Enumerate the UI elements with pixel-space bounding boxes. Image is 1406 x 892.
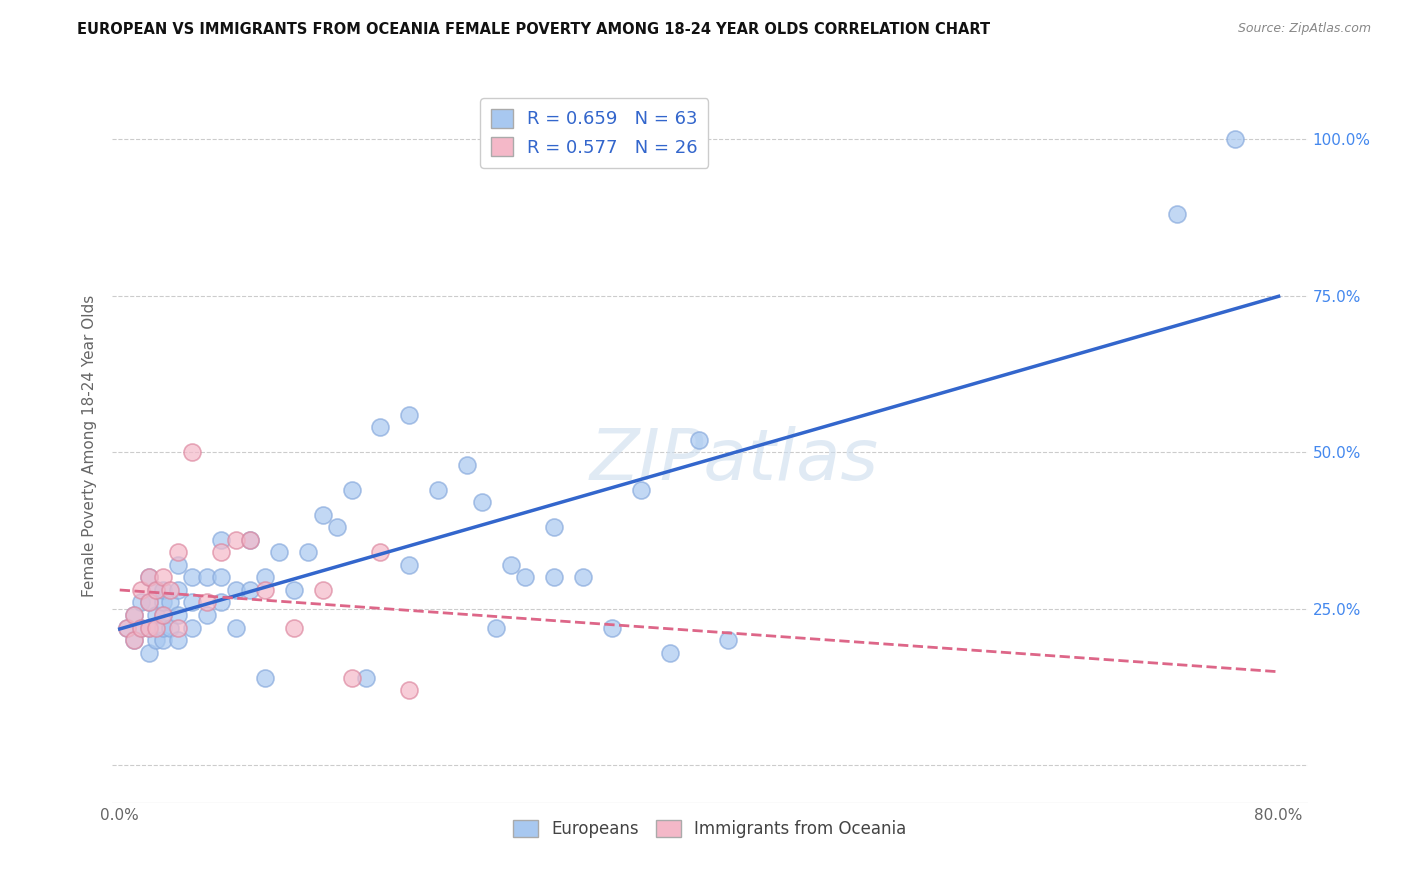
Point: [225, 582, 247, 597]
Point: [159, 595, 181, 609]
Point: [283, 621, 305, 635]
Point: [267, 545, 290, 559]
Point: [717, 633, 740, 648]
Point: [145, 621, 167, 635]
Point: [138, 570, 160, 584]
Point: [152, 582, 174, 597]
Point: [122, 607, 145, 622]
Point: [138, 595, 160, 609]
Point: [340, 671, 363, 685]
Y-axis label: Female Poverty Among 18-24 Year Olds: Female Poverty Among 18-24 Year Olds: [82, 295, 97, 597]
Point: [166, 582, 188, 597]
Point: [209, 545, 232, 559]
Point: [297, 545, 319, 559]
Point: [181, 595, 204, 609]
Point: [543, 570, 565, 584]
Point: [122, 607, 145, 622]
Point: [253, 671, 276, 685]
Point: [131, 582, 153, 597]
Point: [253, 582, 276, 597]
Point: [181, 445, 204, 459]
Point: [326, 520, 349, 534]
Point: [152, 621, 174, 635]
Point: [311, 508, 333, 522]
Point: [138, 570, 160, 584]
Point: [159, 582, 181, 597]
Point: [515, 570, 537, 584]
Point: [138, 621, 160, 635]
Point: [166, 633, 188, 648]
Point: [181, 570, 204, 584]
Point: [181, 621, 204, 635]
Point: [115, 621, 138, 635]
Point: [283, 582, 305, 597]
Point: [471, 495, 494, 509]
Point: [131, 621, 153, 635]
Point: [499, 558, 522, 572]
Point: [145, 582, 167, 597]
Point: [195, 595, 218, 609]
Point: [152, 633, 174, 648]
Text: ZIPatlas: ZIPatlas: [589, 425, 879, 495]
Point: [340, 483, 363, 497]
Point: [600, 621, 623, 635]
Point: [456, 458, 478, 472]
Point: [543, 520, 565, 534]
Point: [152, 595, 174, 609]
Point: [152, 607, 174, 622]
Point: [485, 621, 508, 635]
Point: [195, 570, 218, 584]
Point: [398, 683, 420, 698]
Legend: Europeans, Immigrants from Oceania: Europeans, Immigrants from Oceania: [506, 813, 914, 845]
Point: [122, 633, 145, 648]
Point: [253, 570, 276, 584]
Point: [145, 607, 167, 622]
Point: [398, 558, 420, 572]
Point: [370, 420, 392, 434]
Point: [239, 582, 262, 597]
Point: [311, 582, 333, 597]
Point: [115, 621, 138, 635]
Point: [166, 545, 188, 559]
Point: [398, 408, 420, 422]
Point: [630, 483, 652, 497]
Point: [370, 545, 392, 559]
Point: [1223, 132, 1246, 146]
Point: [225, 621, 247, 635]
Point: [138, 595, 160, 609]
Text: EUROPEAN VS IMMIGRANTS FROM OCEANIA FEMALE POVERTY AMONG 18-24 YEAR OLDS CORRELA: EUROPEAN VS IMMIGRANTS FROM OCEANIA FEMA…: [77, 22, 990, 37]
Point: [138, 646, 160, 660]
Point: [239, 533, 262, 547]
Point: [138, 621, 160, 635]
Point: [209, 570, 232, 584]
Point: [688, 433, 710, 447]
Point: [166, 621, 188, 635]
Point: [1166, 207, 1188, 221]
Point: [572, 570, 595, 584]
Point: [131, 595, 153, 609]
Point: [152, 607, 174, 622]
Point: [166, 607, 188, 622]
Point: [239, 533, 262, 547]
Point: [159, 621, 181, 635]
Point: [166, 558, 188, 572]
Point: [145, 633, 167, 648]
Point: [225, 533, 247, 547]
Point: [427, 483, 450, 497]
Point: [122, 633, 145, 648]
Point: [209, 533, 232, 547]
Point: [354, 671, 377, 685]
Point: [195, 607, 218, 622]
Text: Source: ZipAtlas.com: Source: ZipAtlas.com: [1237, 22, 1371, 36]
Point: [659, 646, 682, 660]
Point: [131, 621, 153, 635]
Point: [152, 570, 174, 584]
Point: [145, 582, 167, 597]
Point: [209, 595, 232, 609]
